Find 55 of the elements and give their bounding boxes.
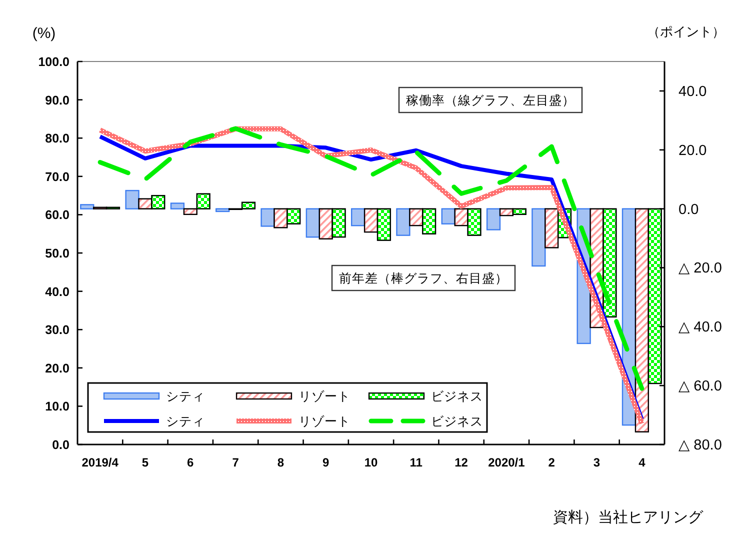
y2-tick-label: △ 80.0 xyxy=(678,438,722,454)
y-tick-label: 60.0 xyxy=(45,208,70,222)
y-tick-label: 40.0 xyxy=(45,284,70,299)
y2-tick-label: 0.0 xyxy=(678,202,699,218)
x-tick-label: 4 xyxy=(638,456,646,470)
x-tick-label: 6 xyxy=(187,456,194,470)
legend-label: リゾート xyxy=(298,414,350,428)
bar xyxy=(306,208,320,238)
y-tick-label: 80.0 xyxy=(45,132,70,146)
bar xyxy=(532,208,546,267)
x-tick-label: 9 xyxy=(322,456,330,470)
x-tick-label: 8 xyxy=(277,456,284,470)
y2-axis-title: （ポイント） xyxy=(647,24,725,39)
bar xyxy=(350,208,366,226)
bar xyxy=(441,208,456,224)
bar xyxy=(125,190,140,210)
y-tick-label: 70.0 xyxy=(45,170,70,184)
x-tick-label: 2020/1 xyxy=(488,456,526,470)
y2-tick-label: △ 20.0 xyxy=(678,260,722,277)
y-tick-label: 50.0 xyxy=(45,246,70,260)
legend-label: ビジネス xyxy=(431,390,483,404)
legend-label: シティ xyxy=(166,390,205,404)
annotation: 資料）当社ヒアリング xyxy=(553,509,703,526)
y-tick-label: 20.0 xyxy=(45,361,70,376)
y-tick-label: 100.0 xyxy=(38,55,70,69)
x-tick-label: 11 xyxy=(410,456,423,470)
y2-tick-label: 20.0 xyxy=(678,142,707,159)
x-tick-label: 2019/4 xyxy=(82,456,119,470)
y2-tick-label: 40.0 xyxy=(678,84,707,100)
y-tick-label: 90.0 xyxy=(45,93,70,108)
y-tick-label: 0.0 xyxy=(52,438,70,452)
bar xyxy=(486,208,501,230)
bar xyxy=(170,202,185,210)
legend-label: リゾート xyxy=(298,390,350,404)
annotation: 稼働率（線グラフ、左目盛） xyxy=(398,86,583,114)
bar xyxy=(216,208,230,212)
y-tick-label: 10.0 xyxy=(45,400,70,414)
y-tick-label: 30.0 xyxy=(45,323,70,338)
x-tick-label: 12 xyxy=(454,456,468,470)
legend-label: ビジネス xyxy=(431,414,483,428)
y-axis-title: (%) xyxy=(32,25,56,42)
bar xyxy=(80,204,94,210)
x-tick-label: 10 xyxy=(364,456,378,470)
annotation: 前年差（棒グラフ、右目盛） xyxy=(331,264,516,292)
bar xyxy=(396,208,410,236)
x-tick-label: 5 xyxy=(142,456,149,470)
bar xyxy=(260,208,275,227)
x-tick-label: 3 xyxy=(593,456,600,470)
annotation: 稼働率（線グラフ、左目盛） xyxy=(406,92,575,108)
x-tick-label: 2 xyxy=(548,456,556,470)
annotation: 前年差（棒グラフ、右目盛） xyxy=(339,272,508,286)
y2-tick-label: △ 60.0 xyxy=(678,378,722,395)
y2-tick-label: △ 40.0 xyxy=(678,320,722,336)
x-tick-label: 7 xyxy=(232,456,240,470)
legend-label: シティ xyxy=(166,414,205,428)
